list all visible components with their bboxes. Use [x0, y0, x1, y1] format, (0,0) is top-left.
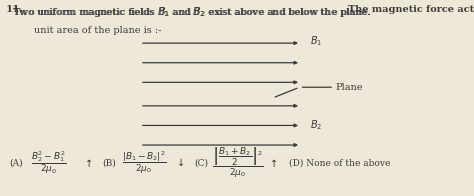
Text: (A): (A): [9, 158, 23, 167]
Text: Two uniform magnetic fields $B_1$ and $B_2$ exist above and below the plane. The: Two uniform magnetic fields $B_1$ and $B…: [6, 5, 474, 19]
Text: unit area of the plane is :-: unit area of the plane is :-: [34, 26, 162, 35]
Text: (B): (B): [102, 158, 116, 167]
Text: $\dfrac{|B_1-B_2|^2}{2\mu_0}$: $\dfrac{|B_1-B_2|^2}{2\mu_0}$: [122, 150, 167, 176]
Text: $\dfrac{B_2^2-B_1^2}{2\mu_0}$: $\dfrac{B_2^2-B_1^2}{2\mu_0}$: [31, 149, 66, 176]
Text: (C): (C): [194, 158, 209, 167]
Text: $\dfrac{\left|\dfrac{B_1+B_2}{2}\right|^2}{2\mu_0}$: $\dfrac{\left|\dfrac{B_1+B_2}{2}\right|^…: [212, 146, 264, 180]
Text: (D) None of the above: (D) None of the above: [289, 158, 391, 167]
Text: $B_2$: $B_2$: [310, 119, 323, 132]
Text: The magnetic force acting on: The magnetic force acting on: [348, 5, 474, 14]
Text: Two uniform magnetic fields $B_1$ and $B_2$ exist above and below the plane.: Two uniform magnetic fields $B_1$ and $B…: [7, 5, 372, 19]
Text: $\downarrow$: $\downarrow$: [175, 157, 185, 168]
Text: $\uparrow$: $\uparrow$: [268, 157, 278, 169]
Text: $\uparrow$: $\uparrow$: [83, 157, 93, 169]
Text: Plane: Plane: [336, 83, 363, 92]
Text: 11.: 11.: [6, 5, 24, 14]
Text: Two uniform magnetic fields $B_1$ and $B_2$ exist above and below the plane.: Two uniform magnetic fields $B_1$ and $B…: [6, 5, 371, 19]
Text: $B_1$: $B_1$: [310, 34, 323, 48]
